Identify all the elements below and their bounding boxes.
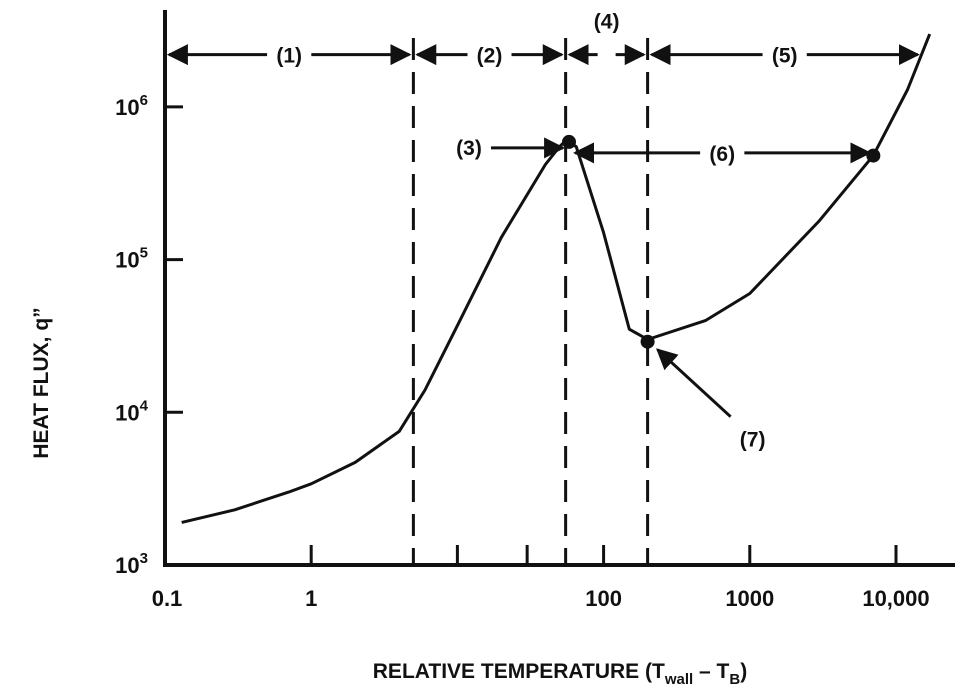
x-tick-label: 0.1	[152, 586, 183, 611]
data-marker	[562, 134, 577, 149]
axes	[163, 10, 955, 567]
region-label: (5)	[772, 45, 798, 68]
series-layer	[181, 33, 932, 524]
x-tick-label: 100	[585, 586, 622, 611]
y-tick-label: 106	[115, 92, 148, 120]
y-axis-title: HEAT FLUX, q”	[30, 307, 53, 458]
annotation-arrow	[656, 348, 732, 418]
tick-marks	[165, 105, 898, 567]
x-tick-label: 1	[305, 586, 317, 611]
y-tick-label: 105	[115, 245, 148, 273]
annotation-label: (7)	[740, 429, 766, 452]
annotation-label: (3)	[456, 137, 482, 160]
series-line	[181, 33, 932, 524]
y-tick-label: 103	[115, 550, 148, 578]
region-label: (6)	[709, 143, 735, 166]
x-axis-title: RELATIVE TEMPERATURE (Twall – TB)	[373, 660, 747, 688]
annotation-layer: (3) (7)	[456, 137, 765, 452]
boundary-lines	[411, 38, 650, 565]
region-label: (2)	[477, 45, 503, 68]
data-marker	[640, 334, 655, 349]
region-arrows: (1) (2) (4) (5) (6)	[166, 11, 920, 166]
tick-labels: 0.1 1 100 1000 10,000 103 104 105 106	[115, 92, 929, 611]
marker-layer	[562, 134, 881, 349]
y-tick-label: 104	[115, 397, 148, 425]
region-label: (1)	[276, 45, 302, 68]
x-tick-label: 1000	[725, 586, 774, 611]
region-label: (4)	[594, 11, 620, 34]
data-marker	[866, 148, 881, 163]
x-tick-label: 10,000	[862, 586, 929, 611]
